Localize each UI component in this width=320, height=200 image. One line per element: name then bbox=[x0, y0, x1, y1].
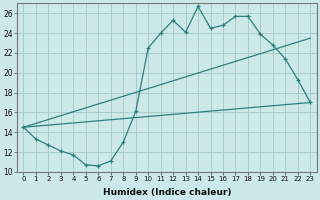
X-axis label: Humidex (Indice chaleur): Humidex (Indice chaleur) bbox=[103, 188, 231, 197]
